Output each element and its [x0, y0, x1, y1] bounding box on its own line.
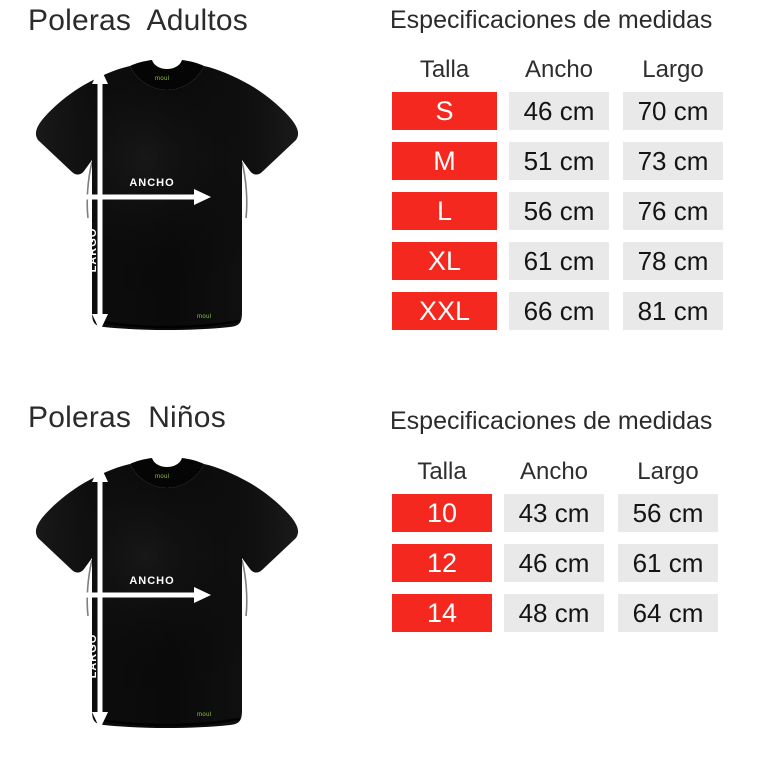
ancho-value: 46 cm: [504, 544, 604, 582]
ancho-value: 56 cm: [509, 192, 609, 230]
adults-size-table: Talla Ancho Largo S 46 cm 70 cm M 51 cm …: [380, 55, 760, 342]
section-adults: Poleras Adultos: [0, 0, 760, 385]
largo-value: 81 cm: [623, 292, 723, 330]
table-row: S 46 cm 70 cm: [380, 92, 760, 130]
spec-heading-adults: Especificaciones de medidas: [390, 6, 713, 34]
page-title-kids: Poleras Niños: [28, 401, 226, 434]
table-header-row: Talla Ancho Largo: [380, 457, 760, 487]
table-row: 10 43 cm 56 cm: [380, 494, 760, 532]
ancho-value: 51 cm: [509, 142, 609, 180]
table-header-row: Talla Ancho Largo: [380, 55, 760, 85]
largo-value: 73 cm: [623, 142, 723, 180]
largo-label: LARGO: [87, 228, 99, 273]
kids-tshirt-diagram: moul moul LARGO ANCHO: [12, 448, 312, 748]
kids-right-column: Especificaciones de medidas Talla Ancho …: [380, 385, 760, 760]
ancho-value: 61 cm: [509, 242, 609, 280]
header-largo: Largo: [642, 56, 704, 83]
header-talla: Talla: [419, 56, 470, 83]
ancho-value: 66 cm: [509, 292, 609, 330]
largo-label: LARGO: [87, 634, 99, 679]
table-row: M 51 cm 73 cm: [380, 142, 760, 180]
size-badge: S: [392, 92, 497, 130]
header-talla: Talla: [417, 458, 467, 485]
table-row: L 56 cm 76 cm: [380, 192, 760, 230]
collar-brand-logo: moul: [155, 474, 170, 480]
table-row: XXL 66 cm 81 cm: [380, 292, 760, 330]
size-badge: L: [392, 192, 497, 230]
ancho-value: 48 cm: [504, 594, 604, 632]
size-badge: M: [392, 142, 497, 180]
page-title-adults: Poleras Adultos: [28, 4, 248, 37]
ancho-value: 43 cm: [504, 494, 604, 532]
largo-value: 70 cm: [623, 92, 723, 130]
hem-brand-logo: moul: [197, 712, 212, 718]
table-row: 12 46 cm 61 cm: [380, 544, 760, 582]
header-ancho: Ancho: [519, 458, 589, 485]
header-ancho: Ancho: [524, 56, 594, 83]
largo-value: 78 cm: [623, 242, 723, 280]
collar-brand-logo: moul: [155, 76, 170, 82]
size-badge: XL: [392, 242, 497, 280]
kids-left-column: Poleras Niños: [0, 385, 380, 760]
largo-value: 61 cm: [618, 544, 718, 582]
ancho-value: 46 cm: [509, 92, 609, 130]
adults-left-column: Poleras Adultos: [0, 0, 380, 385]
size-badge: 12: [392, 544, 492, 582]
spec-heading-kids: Especificaciones de medidas: [390, 407, 713, 435]
table-row: 14 48 cm 64 cm: [380, 594, 760, 632]
table-row: XL 61 cm 78 cm: [380, 242, 760, 280]
adult-tshirt-diagram: moul moul LARGO ANCHO: [12, 50, 312, 350]
adults-right-column: Especificaciones de medidas Talla Ancho …: [380, 0, 760, 385]
kids-size-table: Talla Ancho Largo 10 43 cm 56 cm 12 46 c…: [380, 457, 760, 644]
header-largo: Largo: [637, 458, 699, 485]
largo-value: 76 cm: [623, 192, 723, 230]
ancho-measure-arrow: [63, 189, 211, 205]
size-badge: 10: [392, 494, 492, 532]
size-badge: 14: [392, 594, 492, 632]
section-kids: Poleras Niños: [0, 385, 760, 760]
ancho-label: ANCHO: [129, 575, 174, 587]
ancho-label: ANCHO: [129, 177, 174, 189]
ancho-measure-arrow: [63, 587, 211, 603]
largo-value: 56 cm: [618, 494, 718, 532]
hem-brand-logo: moul: [197, 314, 212, 320]
size-badge: XXL: [392, 292, 497, 330]
largo-value: 64 cm: [618, 594, 718, 632]
